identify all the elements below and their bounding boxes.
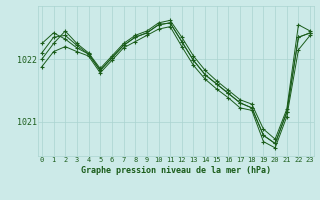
X-axis label: Graphe pression niveau de la mer (hPa): Graphe pression niveau de la mer (hPa) — [81, 166, 271, 175]
